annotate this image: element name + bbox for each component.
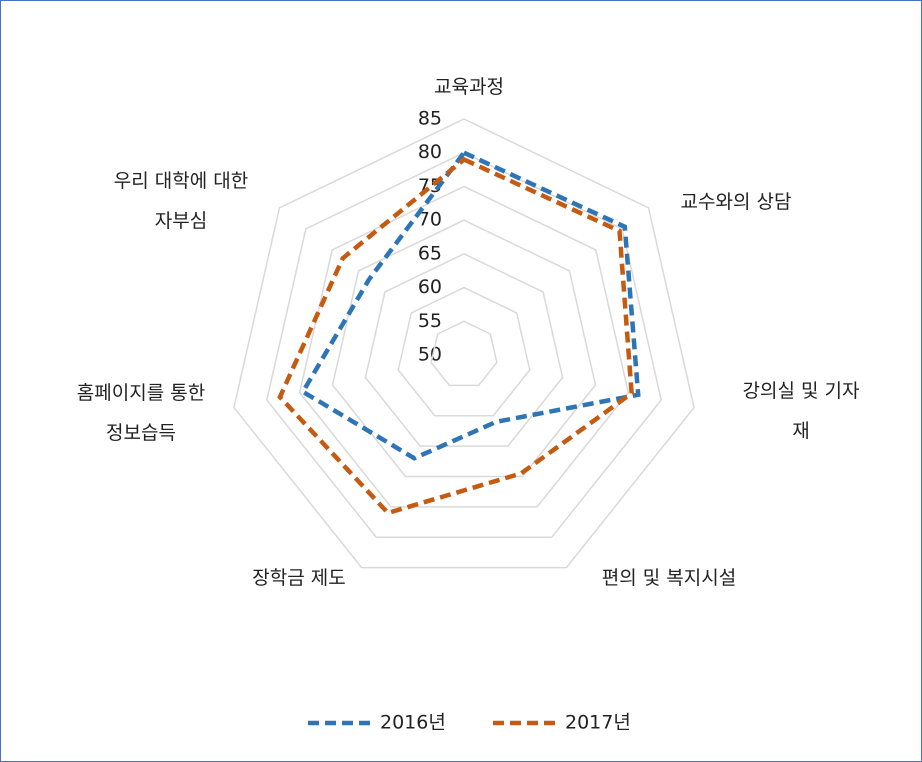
r-tick-label: 50: [418, 344, 442, 366]
category-label: 교수와의 상담: [680, 191, 792, 213]
r-tick-label: 80: [418, 141, 442, 163]
series-line: [277, 156, 634, 516]
grid-ring: [430, 320, 498, 387]
category-label: 편의 및 복지시설: [601, 567, 737, 589]
category-label: 강의실 및 기자재: [742, 380, 860, 442]
category-label: 교육과정: [434, 76, 504, 98]
r-tick-label: 55: [418, 310, 442, 332]
category-label: 우리 대학에 대한 자부심: [113, 170, 249, 232]
grid-ring: [265, 151, 663, 539]
legend-label: 2016년: [380, 712, 446, 734]
r-tick-label: 85: [418, 108, 442, 130]
grid-ring: [233, 118, 695, 569]
series-line: [299, 149, 641, 461]
grid-ring: [331, 219, 597, 478]
r-tick-label: 70: [418, 209, 442, 231]
category-label: 장학금 제도: [252, 567, 346, 589]
grid-ring: [397, 286, 531, 417]
r-tick-label: 65: [418, 242, 442, 264]
r-tick-label: 60: [418, 276, 442, 298]
legend-label: 2017년: [565, 712, 631, 734]
grid-ring: [298, 185, 630, 508]
grid-ring: [364, 253, 564, 447]
category-label: 홈페이지를 통한 정보습득: [76, 382, 206, 444]
